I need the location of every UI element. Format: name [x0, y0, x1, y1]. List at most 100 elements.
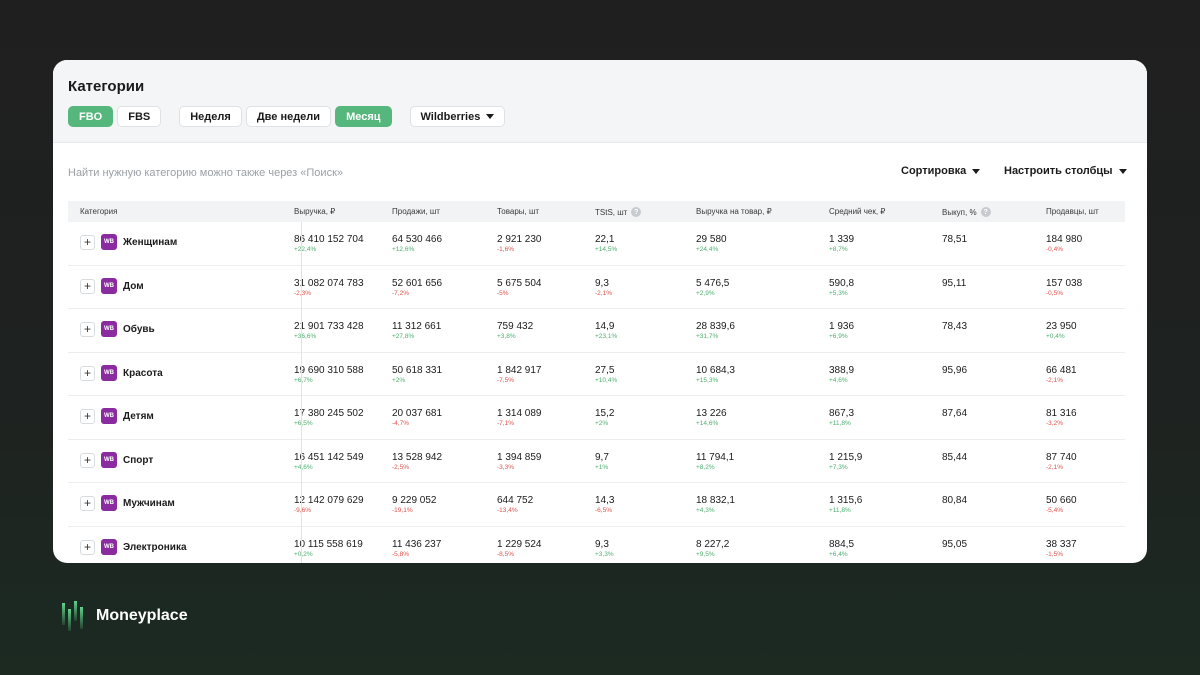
cell-value: 1 229 524: [497, 538, 542, 550]
cell-value: 11 312 661: [392, 321, 442, 332]
help-icon[interactable]: ?: [980, 207, 991, 217]
category-name[interactable]: Спорт: [123, 454, 154, 466]
expand-row-icon[interactable]: +: [80, 278, 95, 294]
col-header-avg-check[interactable]: Средний чек, ₽: [829, 207, 886, 216]
category-name[interactable]: Женщинам: [123, 237, 178, 248]
col-header-sales[interactable]: Продажи, шт: [392, 207, 440, 216]
expand-row-icon[interactable]: +: [80, 365, 95, 381]
cell-change: +8,7%: [829, 246, 848, 253]
period-two-weeks-button[interactable]: Две недели: [245, 106, 332, 127]
expand-row-icon[interactable]: +: [80, 322, 95, 337]
table-cell: 8 227,2 +9,5%: [696, 539, 729, 559]
table-cell: 9,3 +3,3%: [595, 539, 614, 559]
cell-change: -0,4%: [1046, 246, 1063, 253]
table-cell: 11 794,1 +8,2%: [696, 452, 734, 472]
table-cell: 80,84: [942, 495, 967, 506]
cell-change: -0,5%: [1046, 289, 1063, 297]
table-cell: 66 481 -2,1%: [1046, 365, 1077, 385]
category-name[interactable]: Дом: [123, 280, 144, 292]
help-icon[interactable]: ?: [631, 207, 642, 217]
wildberries-badge: WB: [101, 234, 117, 250]
period-month-button[interactable]: Месяц: [335, 106, 392, 127]
table-cell: 590,8 +5,3%: [829, 278, 854, 298]
cell-value: 1 339: [829, 234, 855, 245]
cell-change: +22,4%: [294, 246, 317, 253]
table-cell: 184 980 -0,4%: [1046, 234, 1082, 254]
table-cell: 19 690 310 588 +6,7%: [294, 365, 364, 385]
col-header-tsts[interactable]: TStS, шт ?: [595, 207, 642, 217]
search-hint: Найти нужную категорию можно также через…: [68, 167, 343, 179]
cell-value: 9 229 052: [392, 495, 437, 506]
cell-value: 11 794,1: [696, 451, 735, 463]
cell-change: +2%: [392, 376, 406, 384]
col-header-sellers[interactable]: Продавцы, шт: [1046, 207, 1099, 216]
cell-value: 15,2: [595, 408, 615, 419]
cell-value: 10 115 558 619: [294, 538, 363, 550]
cell-value: 78,43: [942, 321, 968, 332]
expand-row-icon[interactable]: +: [80, 539, 95, 555]
col-header-revenue[interactable]: Выручка, ₽: [294, 207, 336, 216]
cell-value: 13 226: [696, 408, 727, 419]
cell-change: +6,7%: [294, 376, 313, 384]
cell-value: 13 528 942: [392, 451, 443, 463]
table-cell: 95,11: [942, 278, 966, 289]
period-week-button[interactable]: Неделя: [179, 106, 242, 127]
cell-value: 28 839,6: [696, 321, 735, 332]
table-row[interactable]: + WB Дом 31 082 074 783 -2,3% 52 601 656 -7,2%…: [68, 266, 1125, 309]
cell-change: -3,2%: [1046, 420, 1063, 427]
cell-value: 21 901 733 428: [294, 321, 364, 332]
table-row[interactable]: + WB Женщинам 86 410 152 704 +22,4% 64 530 46…: [68, 222, 1125, 266]
marketplace-select[interactable]: Wildberries: [409, 106, 506, 127]
table-cell: 11 312 661 +27,8%: [392, 321, 441, 341]
col-header-buyout-label: Выкуп, %: [942, 207, 977, 217]
table-row[interactable]: + WB Детям 17 380 245 502 +6,5% 20 037 681 -4,…: [68, 396, 1125, 440]
table-cell: 13 226 +14,6%: [696, 408, 727, 428]
sort-button[interactable]: Сортировка: [901, 165, 981, 177]
table-row[interactable]: + WB Электроника 10 115 558 619 +0,2% 11 436 …: [68, 527, 1125, 564]
table-cell: 29 580 +24,4%: [696, 234, 727, 254]
col-header-category[interactable]: Категория: [80, 207, 118, 216]
fbo-toggle[interactable]: FBO: [68, 106, 114, 127]
cell-value: 80,84: [942, 495, 968, 506]
cell-change: -5,4%: [1046, 507, 1063, 514]
cell-value: 10 684,3: [696, 364, 735, 376]
table-cell: 1 314 089 -7,1%: [497, 408, 542, 428]
cell-change: +14,5%: [595, 246, 618, 253]
expand-row-icon[interactable]: +: [80, 409, 95, 424]
category-name[interactable]: Обувь: [123, 324, 155, 335]
col-header-buyout[interactable]: Выкуп, % ?: [942, 207, 991, 217]
cell-change: -2,1%: [1046, 463, 1063, 471]
table-row[interactable]: + WB Мужчинам 12 142 079 629 -9,6% 9 229 052-…: [68, 483, 1125, 527]
table-cell: 13 528 942 -2,5%: [392, 452, 442, 472]
cell-change: -5%: [497, 289, 509, 297]
table-cell: 17 380 245 502 +6,5%: [294, 408, 364, 428]
caret-down-icon: [1118, 168, 1127, 174]
table-row[interactable]: + WB Спорт 16 451 142 549 +4,6% 13 528 942 -2,…: [68, 440, 1125, 483]
table-header: Категория Выручка, ₽ Продажи, шт Товары,…: [68, 201, 1125, 222]
fbs-toggle[interactable]: FBS: [117, 106, 162, 127]
configure-columns-button[interactable]: Настроить столбцы: [1004, 165, 1127, 177]
expand-row-icon[interactable]: +: [80, 496, 95, 511]
wildberries-badge: WB: [101, 321, 117, 337]
table-cell: 18 832,1 +4,3%: [696, 495, 735, 515]
table-cell: 867,3 +11,8%: [829, 408, 854, 428]
cell-change: +4,6%: [294, 463, 313, 471]
table-cell: 157 038 -0,5%: [1046, 278, 1082, 298]
category-name[interactable]: Красота: [123, 367, 163, 379]
category-name[interactable]: Электроника: [123, 541, 187, 553]
expand-row-icon[interactable]: +: [80, 452, 95, 468]
table-row[interactable]: + WB Обувь 21 901 733 428 +36,6% 11 312 661 +2…: [68, 309, 1125, 353]
table-cell: 759 432 +3,8%: [497, 321, 533, 341]
categories-card: Категории FBO FBS Неделя Две недели Меся…: [53, 60, 1147, 563]
category-name[interactable]: Детям: [123, 411, 154, 422]
cell-change: +14,6%: [696, 420, 719, 427]
col-header-products[interactable]: Товары, шт: [497, 207, 540, 216]
table-row[interactable]: + WB Красота 19 690 310 588 +6,7% 50 618 331 +…: [68, 353, 1125, 396]
cell-change: -8,5%: [497, 550, 514, 558]
col-header-revenue-per-product[interactable]: Выручка на товар, ₽: [696, 207, 772, 216]
table-cell: 86 410 152 704 +22,4%: [294, 234, 364, 254]
cell-value: 87,64: [942, 408, 968, 419]
category-name[interactable]: Мужчинам: [123, 498, 175, 509]
expand-row-icon[interactable]: +: [80, 235, 95, 250]
brand-logo: Moneyplace: [61, 601, 188, 631]
